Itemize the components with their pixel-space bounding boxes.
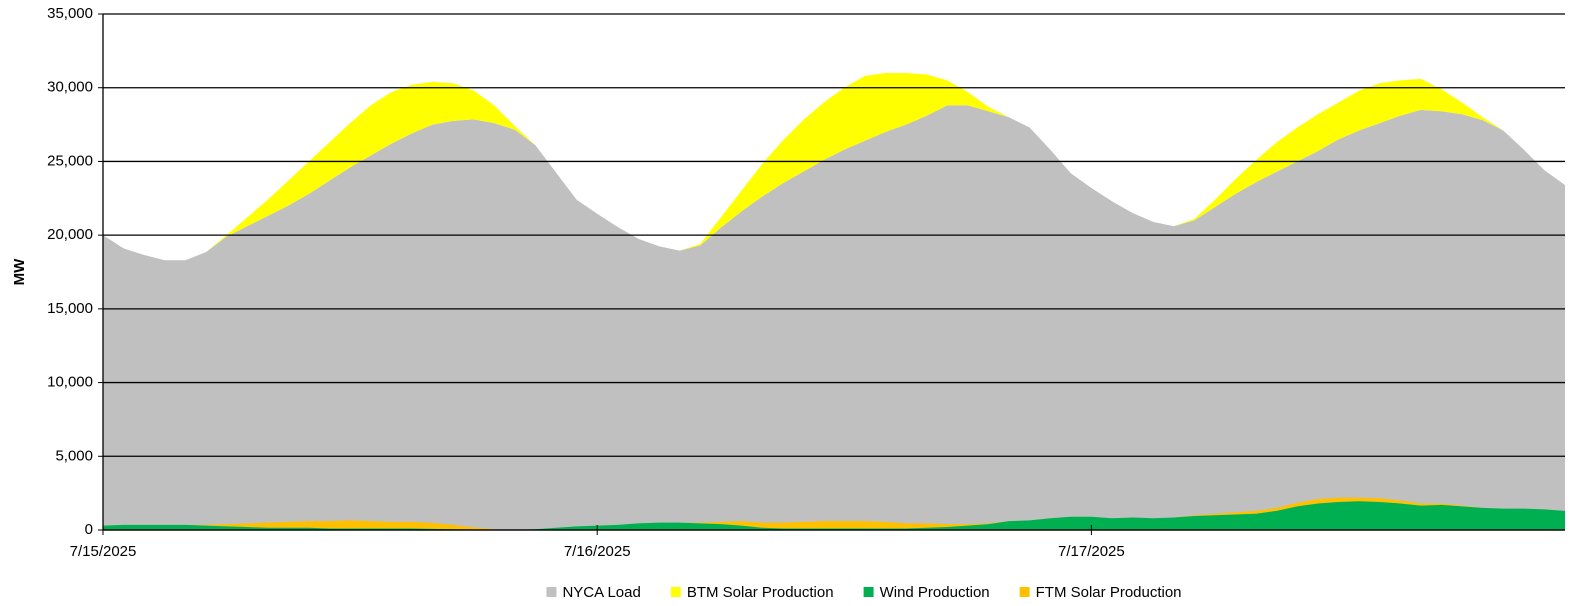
area bbox=[103, 501, 1565, 530]
y-tick-label: 0 bbox=[85, 521, 93, 538]
area bbox=[103, 497, 1565, 530]
x-tick-label: 7/15/2025 bbox=[70, 543, 137, 560]
y-tick-label: 15,000 bbox=[47, 300, 93, 317]
area bbox=[103, 105, 1565, 531]
x-tick-label: 7/17/2025 bbox=[1058, 543, 1125, 560]
y-tick-label: 20,000 bbox=[47, 226, 93, 243]
y-axis-label: MW bbox=[11, 258, 28, 285]
legend-swatch bbox=[1019, 587, 1030, 597]
legend-swatch bbox=[863, 587, 874, 597]
legend-swatch bbox=[546, 587, 557, 597]
legend-label: NYCA Load bbox=[562, 584, 640, 601]
y-tick-label: 10,000 bbox=[47, 374, 93, 391]
x-tick-label: 7/16/2025 bbox=[564, 543, 631, 560]
legend-label: BTM Solar Production bbox=[687, 584, 834, 601]
y-tick-label: 5,000 bbox=[55, 447, 93, 464]
area bbox=[103, 72, 1565, 261]
y-tick-label: 25,000 bbox=[47, 152, 93, 169]
y-tick-label: 30,000 bbox=[47, 79, 93, 96]
y-tick-label: 35,000 bbox=[47, 5, 93, 22]
legend-label: Wind Production bbox=[880, 584, 990, 601]
legend-swatch bbox=[670, 587, 681, 597]
legend-label: FTM Solar Production bbox=[1036, 584, 1182, 601]
